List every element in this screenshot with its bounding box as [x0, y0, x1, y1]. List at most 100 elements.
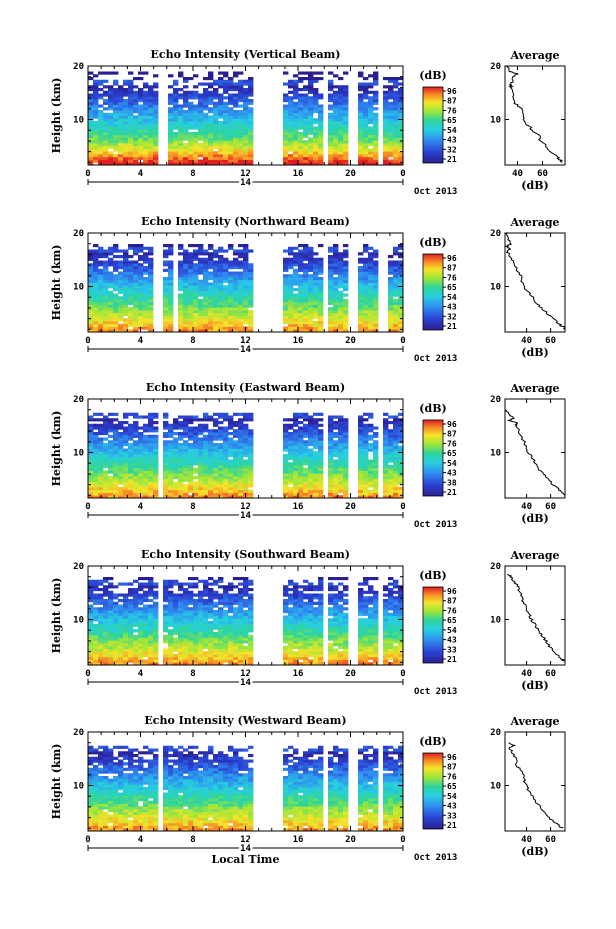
heatmap-cell	[188, 257, 194, 261]
heatmap-cell	[143, 321, 149, 325]
heatmap-cell	[313, 465, 319, 469]
heatmap-cell	[88, 277, 94, 281]
heatmap-cell	[228, 121, 234, 125]
heatmap-cell	[183, 93, 189, 97]
heatmap-cell	[243, 255, 249, 259]
heatmap-cell	[183, 162, 189, 166]
heatmap-cell	[98, 451, 104, 455]
heatmap-cell	[238, 249, 244, 253]
heatmap-cell	[308, 323, 314, 327]
heatmap-cell	[358, 484, 364, 488]
heatmap-cell	[163, 487, 169, 491]
heatmap-cell	[203, 318, 209, 322]
heatmap-cell	[333, 145, 339, 149]
heatmap-cell	[313, 443, 319, 447]
heatmap-cell	[318, 244, 324, 248]
heatmap-cell	[98, 470, 104, 474]
heatmap-cell	[123, 277, 129, 281]
heatmap-cell	[123, 495, 129, 499]
heatmap-cell	[283, 110, 289, 114]
heatmap-cell	[188, 310, 194, 314]
heatmap-cell	[293, 484, 299, 488]
heatmap-cell	[98, 654, 104, 658]
heatmap-cell	[338, 101, 344, 105]
heatmap-cell	[128, 659, 134, 663]
heatmap-cell	[308, 85, 314, 89]
heatmap-cell	[143, 268, 149, 272]
heatmap-cell	[393, 99, 399, 103]
heatmap-cell	[388, 437, 394, 441]
heatmap-cell	[183, 434, 189, 438]
average-x-tick-label: 40	[512, 169, 523, 179]
average-y-tick-label: 20	[490, 62, 501, 72]
heatmap-cell	[148, 134, 154, 138]
heatmap-cell	[168, 321, 174, 325]
heatmap-cell	[118, 126, 124, 130]
heatmap-cell	[88, 99, 94, 103]
heatmap-cell	[373, 156, 379, 160]
heatmap-cell	[343, 310, 349, 314]
heatmap-cell	[188, 459, 194, 463]
heatmap-cell	[213, 93, 219, 97]
heatmap-cell	[113, 321, 119, 325]
heatmap-cell	[108, 263, 114, 267]
heatmap-cell	[93, 271, 99, 275]
heatmap-cell	[228, 110, 234, 114]
heatmap-cell	[163, 249, 169, 253]
heatmap-cell	[193, 266, 199, 270]
heatmap-cell	[398, 299, 404, 303]
heatmap-cell	[393, 456, 399, 460]
heatmap-cell	[313, 412, 319, 416]
heatmap-cell	[198, 151, 204, 155]
heatmap-cell	[223, 318, 229, 322]
heatmap-cell	[163, 329, 169, 333]
heatmap-cell	[303, 85, 309, 89]
heatmap-cell	[183, 443, 189, 447]
heatmap-cell	[398, 421, 404, 425]
heatmap-cell	[293, 299, 299, 303]
heatmap-cell	[248, 318, 254, 322]
heatmap-cell	[123, 293, 129, 297]
heatmap-cell	[373, 134, 379, 138]
heatmap-cell	[98, 607, 104, 611]
heatmap-cell	[128, 82, 134, 86]
heatmap-cell	[93, 659, 99, 663]
heatmap-cell	[243, 137, 249, 141]
heatmap-cell	[88, 481, 94, 485]
heatmap-cell	[368, 495, 374, 499]
heatmap-cell	[233, 279, 239, 283]
heatmap-cell	[123, 593, 129, 597]
heatmap-cell	[138, 654, 144, 658]
heatmap-cell	[113, 621, 119, 625]
heatmap-cell	[288, 154, 294, 158]
heatmap-cell	[313, 315, 319, 319]
heatmap-cell	[123, 321, 129, 325]
heatmap-cell	[213, 145, 219, 149]
heatmap-cell	[208, 467, 214, 471]
heatmap-cell	[93, 593, 99, 597]
heatmap-cell	[358, 288, 364, 292]
heatmap-cell	[243, 312, 249, 316]
heatmap-cell	[243, 88, 249, 92]
heatmap-cell	[133, 593, 139, 597]
heatmap-cell	[248, 115, 254, 119]
heatmap-cell	[293, 478, 299, 482]
heatmap-cell	[128, 604, 134, 608]
heatmap-cell	[298, 481, 304, 485]
heatmap-cell	[148, 90, 154, 94]
heatmap-cell	[358, 329, 364, 333]
heatmap-cell	[133, 77, 139, 81]
heatmap-cell	[93, 260, 99, 264]
heatmap-cell	[108, 481, 114, 485]
heatmap-cell	[163, 478, 169, 482]
heatmap-cell	[118, 423, 124, 427]
heatmap-cell	[183, 492, 189, 496]
heatmap-cell	[118, 129, 124, 133]
heatmap-cell	[203, 285, 209, 289]
heatmap-cell	[283, 462, 289, 466]
heatmap-cell	[193, 456, 199, 460]
heatmap-cell	[138, 487, 144, 491]
heatmap-cell	[383, 484, 389, 488]
heatmap-cell	[148, 418, 154, 422]
heatmap-cell	[338, 426, 344, 430]
